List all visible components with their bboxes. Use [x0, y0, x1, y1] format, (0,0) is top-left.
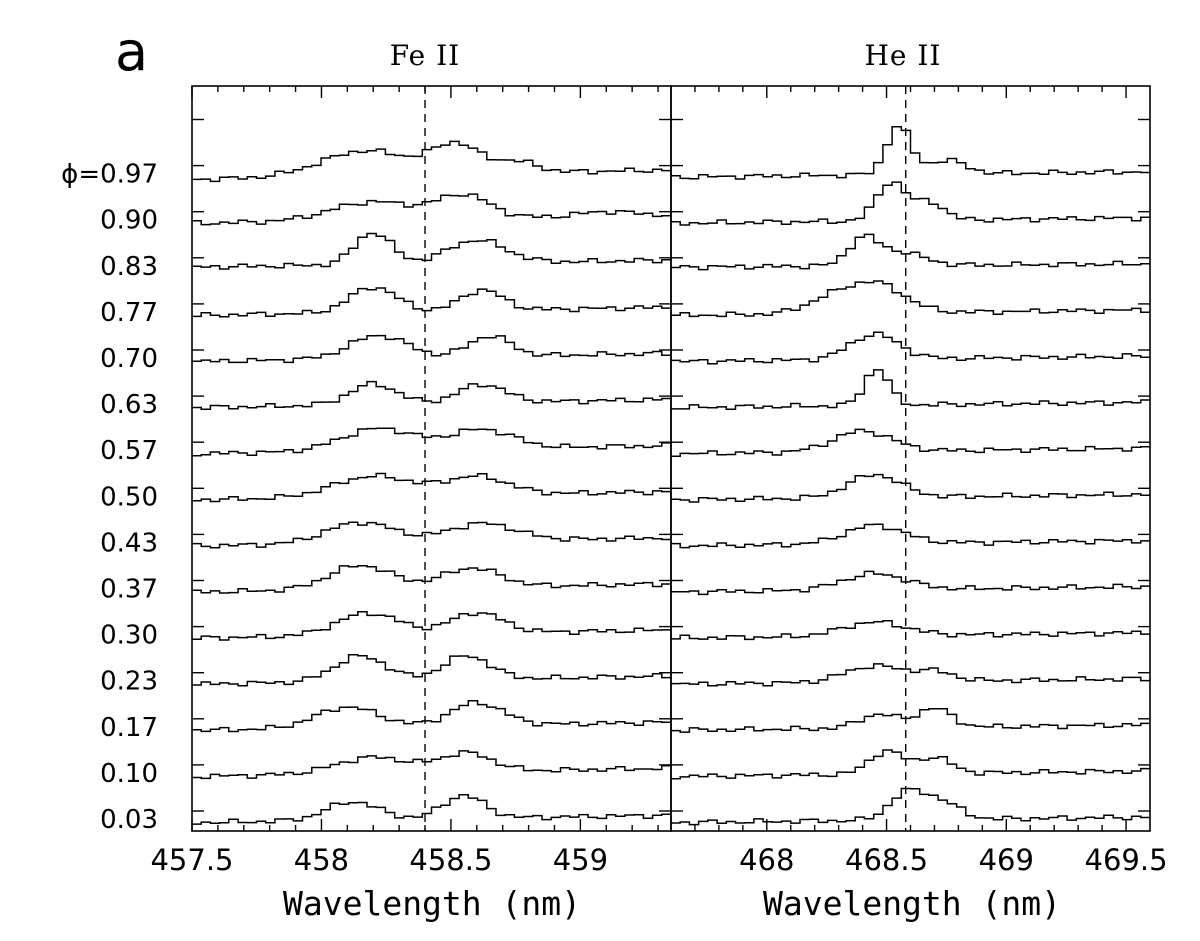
he-ii-title: He II	[864, 39, 941, 72]
he-ii-x-axis-label: Wavelength (nm)	[763, 884, 1061, 923]
fe-ii-spectrum-phase-0-03	[192, 794, 671, 825]
x-tick-label: 469.5	[1085, 843, 1168, 877]
x-tick-label: 468	[739, 843, 794, 877]
fe-ii-spectrum-phase-0-5	[192, 472, 671, 503]
he-ii-spectrum-phase-0-03	[671, 787, 1150, 826]
he-ii-spectrum-phase-0-77	[671, 280, 1150, 318]
fe-ii-spectrum-phase-0-1	[192, 750, 671, 780]
he-ii-spectrum-phase-0-17	[671, 707, 1150, 733]
x-tick-label: 469	[979, 843, 1034, 877]
he-ii-spectrum-phase-0-83	[671, 233, 1150, 271]
he-ii-spectrum-phase-0-43	[671, 523, 1150, 549]
x-tick-labels: 457.5 458 458.5 459 468 468.5 469 469.5	[150, 843, 1167, 877]
phase-label: 0.30	[100, 621, 158, 651]
fe-ii-x-axis-label: Wavelength (nm)	[283, 884, 581, 923]
x-tick-label: 457.5	[150, 843, 233, 877]
phase-label: 0.03	[100, 805, 158, 835]
x-tick-label: 468.5	[845, 843, 928, 877]
fe-ii-spectrum-phase-0-3	[192, 610, 671, 641]
fe-ii-spectrum-phase-0-9	[192, 193, 671, 226]
phase-label: 0.23	[100, 667, 158, 697]
phase-label: 0.83	[100, 252, 158, 282]
he-ii-spectrum-phase-0-5	[671, 473, 1150, 503]
fe-ii-spectrum-phase-0-43	[192, 521, 671, 549]
phase-label: 0.50	[100, 482, 158, 512]
he-ii-spectrum-phase-0-57	[671, 428, 1150, 457]
phase-label: 0.57	[100, 436, 158, 466]
axis-ticks	[191, 86, 1150, 831]
fe-ii-title: Fe II	[390, 39, 461, 72]
fe-ii-spectra	[192, 140, 671, 825]
phase-label: ϕ=0.97	[61, 160, 158, 190]
phase-label: 0.77	[100, 298, 158, 328]
he-ii-spectrum-phase-0-63	[671, 369, 1150, 410]
he-ii-spectrum-phase-0-7	[671, 331, 1150, 365]
he-ii-spectrum-phase-0-9	[671, 181, 1150, 226]
fe-ii-spectrum-phase-0-83	[192, 232, 671, 270]
x-tick-label: 459	[553, 843, 608, 877]
x-tick-label: 458.5	[409, 843, 492, 877]
he-ii-spectrum-phase-0-23	[671, 663, 1150, 687]
fe-ii-plot-frame	[191, 85, 672, 832]
phase-label: 0.63	[100, 390, 158, 420]
phase-label: 0.17	[100, 713, 158, 743]
he-ii-spectrum-phase-0-3	[671, 620, 1150, 641]
he-ii-spectrum-phase-0-37	[671, 570, 1150, 596]
panel-letter: a	[115, 20, 148, 83]
he-ii-spectrum-phase-0-1	[671, 749, 1150, 780]
fe-ii-spectrum-phase-0-7	[192, 334, 671, 364]
fe-ii-spectrum-phase-0-97	[192, 140, 671, 183]
phase-label: 0.90	[100, 206, 158, 236]
he-ii-spectra	[671, 126, 1150, 826]
phase-label: 0.37	[100, 575, 158, 605]
fe-ii-spectrum-phase-0-37	[192, 564, 671, 594]
fe-ii-spectrum-phase-0-23	[192, 654, 671, 687]
phase-label: 0.10	[100, 759, 158, 789]
fe-ii-spectrum-phase-0-17	[192, 699, 671, 733]
phase-labels: ϕ=0.97 0.90 0.83 0.77 0.70 0.63 0.57 0.50 0.43 0.…	[61, 160, 158, 835]
phase-label: 0.43	[100, 528, 158, 558]
he-ii-spectrum-phase-0-97	[671, 126, 1150, 180]
phase-label: 0.70	[100, 344, 158, 374]
x-tick-label: 458	[294, 843, 349, 877]
fe-ii-spectrum-phase-0-57	[192, 427, 671, 457]
fe-ii-spectrum-phase-0-63	[192, 380, 671, 410]
fe-ii-spectrum-phase-0-77	[192, 287, 671, 318]
